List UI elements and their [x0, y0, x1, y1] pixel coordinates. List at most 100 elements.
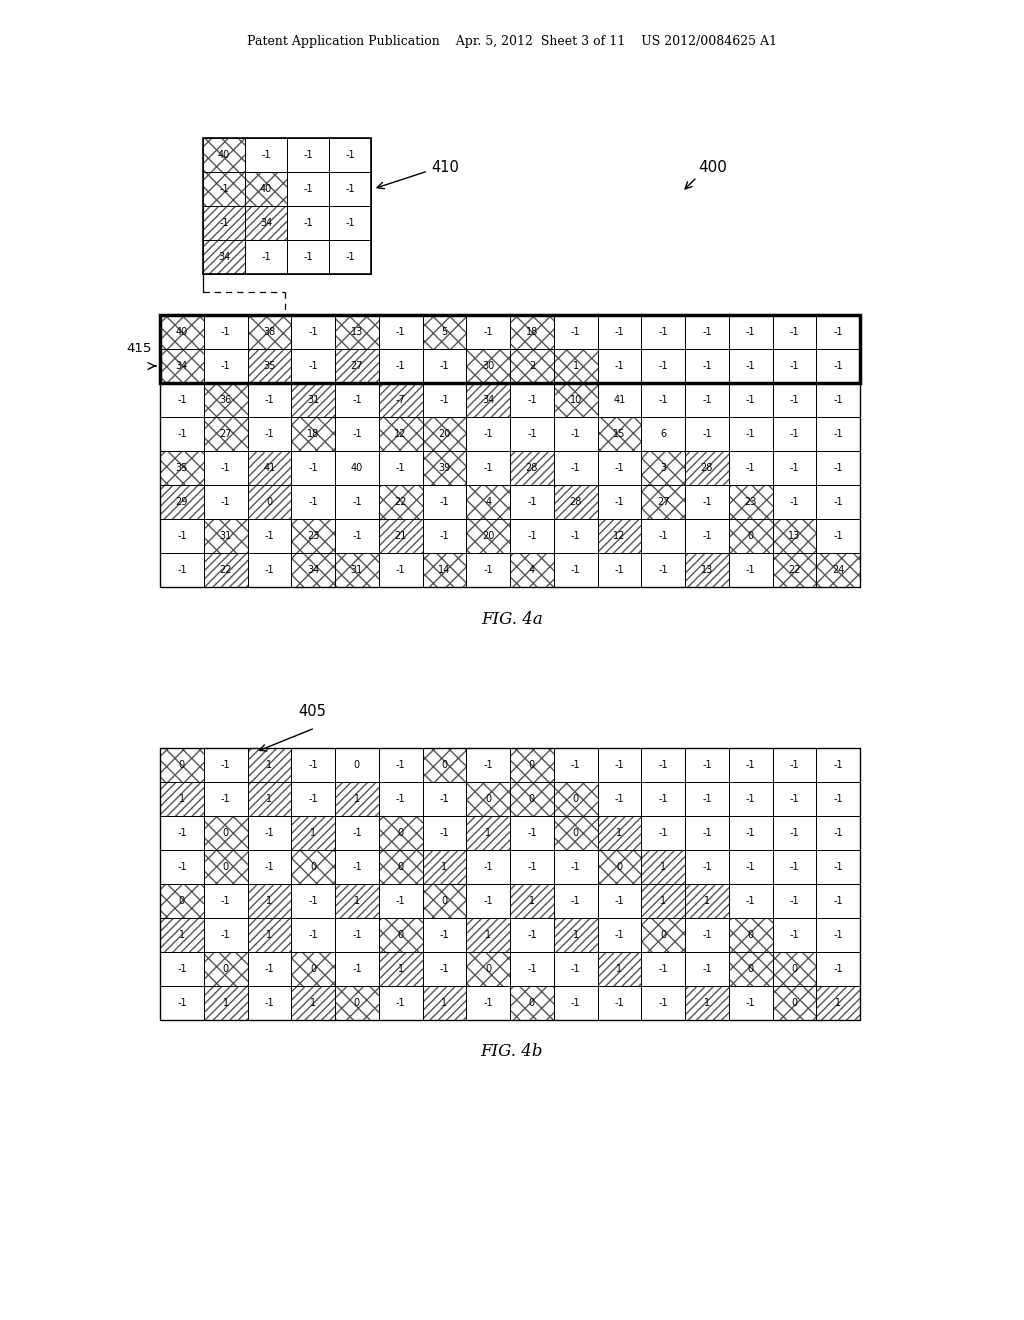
Bar	[772, 781, 816, 816]
Bar	[510, 816, 554, 850]
Text: 0: 0	[397, 828, 403, 838]
Bar	[729, 884, 772, 917]
Bar	[291, 816, 335, 850]
Text: 0: 0	[222, 862, 228, 873]
Text: 1: 1	[266, 795, 272, 804]
Bar	[379, 417, 423, 451]
Bar	[685, 986, 729, 1020]
Bar	[329, 206, 371, 240]
Text: -1: -1	[177, 429, 186, 440]
Bar	[641, 816, 685, 850]
Bar	[335, 850, 379, 884]
Text: -1: -1	[790, 760, 799, 770]
Bar	[379, 417, 423, 451]
Text: -1: -1	[745, 998, 756, 1008]
Bar	[466, 348, 510, 383]
Text: -1: -1	[221, 931, 230, 940]
Bar	[423, 519, 466, 553]
Bar	[510, 484, 554, 519]
Text: -1: -1	[658, 760, 668, 770]
Bar	[379, 917, 423, 952]
Bar	[248, 484, 291, 519]
Bar	[816, 917, 860, 952]
Bar	[204, 383, 248, 417]
Text: 1: 1	[266, 760, 272, 770]
Text: -1: -1	[834, 862, 843, 873]
Text: -1: -1	[790, 896, 799, 906]
Text: 41: 41	[263, 463, 275, 473]
Bar	[597, 850, 641, 884]
Bar	[510, 884, 554, 917]
Bar	[729, 348, 772, 383]
Bar	[554, 315, 597, 348]
Bar	[641, 952, 685, 986]
Text: -1: -1	[308, 327, 317, 337]
Bar	[554, 383, 597, 417]
Bar	[379, 315, 423, 348]
Bar	[772, 348, 816, 383]
Text: -1: -1	[790, 828, 799, 838]
Bar	[597, 417, 641, 451]
Text: -1: -1	[264, 395, 274, 405]
Bar	[597, 519, 641, 553]
Text: 40: 40	[176, 327, 188, 337]
Bar	[597, 884, 641, 917]
Bar	[816, 748, 860, 781]
Text: 1: 1	[397, 964, 403, 974]
Text: -1: -1	[790, 395, 799, 405]
Bar	[160, 917, 204, 952]
Bar	[248, 484, 291, 519]
Bar	[510, 884, 554, 917]
Bar	[160, 917, 204, 952]
Text: -1: -1	[219, 183, 228, 194]
Bar	[291, 519, 335, 553]
Bar	[816, 451, 860, 484]
Text: -1: -1	[439, 964, 450, 974]
Text: -1: -1	[834, 360, 843, 371]
Bar	[160, 484, 204, 519]
Text: 5: 5	[441, 327, 447, 337]
Bar	[160, 748, 860, 1020]
Bar	[554, 451, 597, 484]
Bar	[160, 850, 204, 884]
Bar	[597, 553, 641, 587]
Bar	[466, 816, 510, 850]
Bar	[641, 484, 685, 519]
Bar	[379, 383, 423, 417]
Bar	[291, 417, 335, 451]
Bar	[554, 884, 597, 917]
Bar	[287, 240, 329, 275]
Bar	[466, 884, 510, 917]
Text: -1: -1	[439, 828, 450, 838]
Bar	[641, 417, 685, 451]
Bar	[379, 850, 423, 884]
Bar	[203, 206, 245, 240]
Bar	[335, 383, 379, 417]
Bar	[554, 986, 597, 1020]
Text: -1: -1	[658, 327, 668, 337]
Bar	[379, 553, 423, 587]
Text: -1: -1	[745, 896, 756, 906]
Bar	[466, 917, 510, 952]
Bar	[248, 781, 291, 816]
Text: -1: -1	[352, 498, 361, 507]
Bar	[203, 172, 245, 206]
Bar	[248, 383, 291, 417]
Bar	[772, 917, 816, 952]
Bar	[816, 917, 860, 952]
Bar	[160, 348, 204, 383]
Text: -1: -1	[658, 360, 668, 371]
Bar	[423, 816, 466, 850]
Text: 0: 0	[792, 998, 798, 1008]
Bar	[335, 519, 379, 553]
Bar	[379, 484, 423, 519]
Bar	[160, 781, 204, 816]
Text: -1: -1	[527, 964, 537, 974]
Bar	[248, 315, 291, 348]
Bar	[160, 315, 204, 348]
Bar	[597, 816, 641, 850]
Bar	[510, 781, 554, 816]
Bar	[291, 315, 335, 348]
Bar	[729, 484, 772, 519]
Bar	[335, 917, 379, 952]
